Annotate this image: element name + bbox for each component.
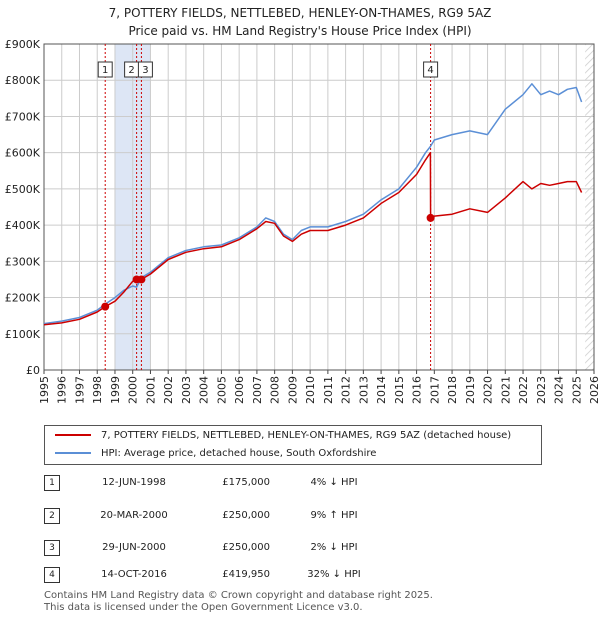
x-tick-label: 2024 [553,376,566,404]
y-tick-label: £500K [5,183,41,196]
x-tick-label: 2007 [251,376,264,404]
price-chart: £0 £100K £200K £300K £400K £500K £600K £700K £80… [5,38,600,404]
sale-point [101,302,110,311]
transaction-price: £175,000 [222,477,270,488]
x-tick-label: 2022 [517,376,530,404]
x-tick-label: 2018 [446,376,459,404]
marker-label: 1 [102,65,108,76]
x-tick-label: 2010 [304,376,317,404]
legend-label-hpi: HPI: Average price, detached house, Sout… [101,448,377,459]
y-tick-label: £400K [5,219,41,232]
y-tick-label: £800K [5,74,41,87]
x-tick-label: 2023 [535,376,548,404]
transaction-number: 4 [44,567,60,583]
transaction-price: £250,000 [222,510,270,521]
marker-label-box [97,61,113,78]
transaction-date: 29-JUN-2000 [102,542,166,553]
transaction-price: £250,000 [222,542,270,553]
x-tick-label: 2025 [570,376,583,404]
x-tick-label: 2017 [428,376,441,404]
footer-line1: Contains HM Land Registry data © Crown c… [44,590,433,601]
y-tick-label: £200K [5,292,41,305]
chart-title-line2: Price paid vs. HM Land Registry's House … [128,24,472,38]
chart-title-line1: 7, POTTERY FIELDS, NETTLEBED, HENLEY-ON-… [108,6,492,20]
sale-point [137,275,146,284]
chart-legend: 7, POTTERY FIELDS, NETTLEBED, HENLEY-ON-… [44,425,542,465]
chart-title: 7, POTTERY FIELDS, NETTLEBED, HENLEY-ON-… [0,4,600,40]
marker-label-box [423,61,439,78]
transaction-hpi: 2% ↓ HPI [310,542,358,553]
x-tick-label: 2000 [127,376,140,404]
legend-swatch-property [55,434,91,436]
plot-border [43,43,595,371]
transaction-date: 20-MAR-2000 [100,510,168,521]
y-tick-label: £900K [5,38,41,51]
marker-label: 4 [427,65,433,76]
x-tick-label: 1999 [109,376,122,404]
transaction-row: 4 14-OCT-2016 £419,950 32% ↓ HPI [0,565,600,585]
legend-item-property: 7, POTTERY FIELDS, NETTLEBED, HENLEY-ON-… [55,428,511,444]
footer-note: Contains HM Land Registry data © Crown c… [44,590,433,614]
transaction-number: 1 [44,475,60,491]
transaction-date: 14-OCT-2016 [101,569,167,580]
y-tick-label: £0 [26,364,40,377]
x-tick-label: 2013 [357,376,370,404]
x-tick-label: 1995 [38,376,51,404]
x-tick-label: 2020 [482,376,495,404]
x-tick-label: 2015 [393,376,406,404]
footer-line2: This data is licensed under the Open Gov… [44,602,363,613]
x-tick-label: 2006 [233,376,246,404]
x-tick-label: 2016 [411,376,424,404]
x-tick-label: 1998 [91,376,104,404]
legend-label-property: 7, POTTERY FIELDS, NETTLEBED, HENLEY-ON-… [101,430,512,441]
x-tick-label: 1997 [73,376,86,404]
transaction-price: £419,950 [222,569,270,580]
transaction-row: 1 12-JUN-1998 £175,000 4% ↓ HPI [0,473,600,493]
sale-point [426,213,435,222]
hpi-line [43,83,583,325]
x-tick-label: 2001 [144,376,157,404]
transaction-row: 3 29-JUN-2000 £250,000 2% ↓ HPI [0,538,600,558]
transaction-number: 2 [44,508,60,524]
y-tick-label: £300K [5,255,41,268]
transaction-row: 2 20-MAR-2000 £250,000 9% ↑ HPI [0,506,600,526]
legend-swatch-hpi [55,452,91,454]
y-tick-label: £700K [5,110,41,123]
x-tick-label: 2014 [375,376,388,404]
x-tick-label: 2009 [286,376,299,404]
transaction-hpi: 9% ↑ HPI [310,510,358,521]
x-tick-label: 2004 [198,376,211,404]
x-tick-label: 2003 [180,376,193,404]
marker-label: 2 [128,65,134,76]
x-tick-label: 2002 [162,376,175,404]
marker-label: 3 [142,65,148,76]
x-tick-label: 2011 [322,376,335,404]
x-tick-label: 1996 [56,376,69,404]
x-tick-label: 2008 [269,376,282,404]
x-tick-label: 2005 [215,376,228,404]
x-tick-label: 2026 [588,376,600,404]
legend-item-hpi: HPI: Average price, detached house, Sout… [55,446,376,462]
y-tick-label: £100K [5,328,41,341]
transaction-number: 3 [44,540,60,556]
forecast-hatch [585,44,594,370]
x-tick-label: 2019 [464,376,477,404]
marker-label-box [137,61,153,78]
transaction-hpi: 4% ↓ HPI [310,477,358,488]
x-tick-label: 2012 [340,376,353,404]
transaction-date: 12-JUN-1998 [102,477,166,488]
transaction-hpi: 32% ↓ HPI [307,569,361,580]
x-tick-label: 2021 [499,376,512,404]
y-tick-label: £600K [5,147,41,160]
